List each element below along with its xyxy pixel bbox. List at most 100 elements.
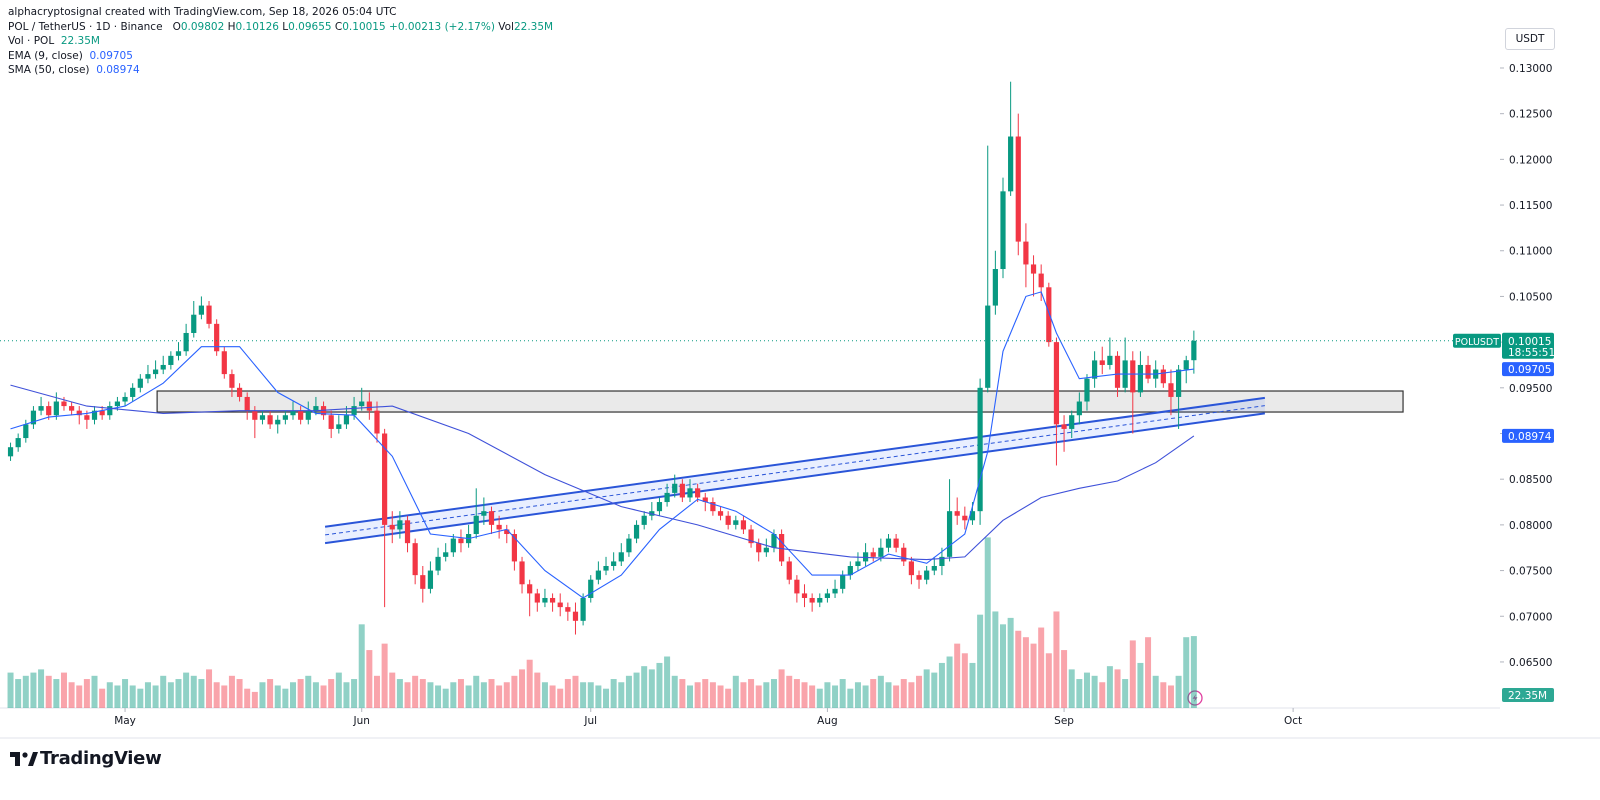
volume-bar bbox=[587, 682, 594, 708]
volume-bar bbox=[839, 679, 846, 708]
volume-bar bbox=[282, 688, 289, 708]
volume-bar bbox=[1152, 675, 1159, 708]
volume-bar bbox=[511, 675, 518, 708]
volume-bar bbox=[923, 669, 930, 708]
currency-button[interactable]: USDT bbox=[1505, 28, 1555, 50]
candle-body bbox=[282, 415, 288, 420]
candle-body bbox=[603, 565, 609, 571]
volume-bar bbox=[618, 682, 625, 708]
symbol-row: POL / TetherUS · 1D · Binance O0.09802 H… bbox=[8, 20, 553, 35]
volume-bar bbox=[557, 688, 564, 708]
candle-body bbox=[939, 556, 945, 566]
indicator-tag-label: 0.08974 bbox=[1508, 431, 1552, 443]
drawings bbox=[156, 390, 1404, 545]
candle-body bbox=[69, 406, 75, 411]
volume-bar bbox=[1175, 675, 1182, 708]
volume-bar bbox=[351, 679, 358, 708]
candle-body bbox=[359, 401, 365, 407]
candle-body bbox=[687, 488, 693, 498]
candle-body bbox=[1000, 191, 1006, 270]
y-tick-label: 0.08000 bbox=[1509, 520, 1552, 532]
candle-body bbox=[1069, 415, 1075, 429]
volume-bar bbox=[778, 669, 785, 708]
volume-bar bbox=[221, 685, 228, 708]
volume-bar bbox=[335, 672, 342, 708]
candle-body bbox=[46, 406, 52, 416]
volume-bar bbox=[1007, 617, 1014, 708]
volume-bar bbox=[122, 679, 129, 708]
indicator-tag bbox=[1502, 428, 1554, 443]
volume-bar bbox=[870, 679, 877, 708]
volume-bar bbox=[1106, 666, 1113, 708]
candle-body bbox=[557, 602, 563, 608]
volume-bar bbox=[938, 662, 945, 708]
volume-bar bbox=[1045, 653, 1052, 708]
volume-bar bbox=[183, 672, 190, 708]
y-tick-label: 0.11500 bbox=[1509, 200, 1552, 212]
volume-bar bbox=[526, 659, 533, 708]
volume-bar bbox=[1022, 637, 1029, 708]
candle-body bbox=[626, 538, 632, 553]
change: +0.00213 (+2.17%) bbox=[389, 20, 495, 33]
candle-body bbox=[336, 424, 342, 429]
volume-bar bbox=[396, 679, 403, 708]
volume-bar bbox=[854, 682, 861, 708]
volume-bar bbox=[244, 688, 251, 708]
volume-bar bbox=[228, 675, 235, 708]
x-tick-label: Jul bbox=[583, 715, 597, 727]
candle-body bbox=[1099, 360, 1105, 365]
volume-bar bbox=[381, 643, 388, 708]
candle-body bbox=[229, 374, 235, 388]
volume-bar bbox=[152, 685, 159, 708]
volume-bar bbox=[106, 682, 113, 708]
volume-bar bbox=[534, 672, 541, 708]
volume-bar bbox=[824, 682, 831, 708]
volume-bar bbox=[900, 679, 907, 708]
volume-bar bbox=[641, 666, 648, 708]
sma-value: 0.08974 bbox=[96, 64, 140, 76]
candle-body bbox=[779, 534, 785, 562]
candle-body bbox=[985, 305, 991, 388]
candle-body bbox=[1092, 360, 1098, 379]
watermark-text: alphacryptosignal created with TradingVi… bbox=[8, 6, 397, 18]
volume-bar bbox=[931, 672, 938, 708]
volume-bar bbox=[1083, 672, 1090, 708]
candle-body bbox=[862, 552, 869, 562]
volume-bar bbox=[717, 685, 724, 708]
volume-bar bbox=[412, 675, 419, 708]
volume-bar bbox=[908, 682, 915, 708]
candle-body bbox=[1191, 340, 1197, 361]
candle-body bbox=[534, 593, 540, 603]
volume-value: 22.35M bbox=[60, 35, 100, 47]
volume-bar bbox=[1183, 637, 1190, 708]
volume-bar bbox=[488, 679, 495, 708]
volume-bar bbox=[969, 662, 976, 708]
candle-body bbox=[137, 378, 143, 388]
open-value: 0.09802 bbox=[180, 20, 225, 33]
volume-bar bbox=[1000, 624, 1007, 708]
volume-bar bbox=[312, 682, 319, 708]
candle-body bbox=[588, 579, 594, 598]
candle-body bbox=[1130, 360, 1136, 393]
candle-body bbox=[931, 565, 937, 571]
volume-bar bbox=[343, 682, 350, 708]
y-tick-label: 0.13000 bbox=[1509, 63, 1552, 75]
close-value: 0.10015 bbox=[342, 20, 386, 33]
volume-bar bbox=[1160, 682, 1167, 708]
volume-bar bbox=[76, 685, 83, 708]
axes: 0.065000.070000.075000.080000.085000.090… bbox=[0, 63, 1555, 727]
indicator-tag bbox=[1502, 362, 1554, 377]
volume-bar bbox=[1076, 679, 1083, 708]
candle-body bbox=[15, 438, 21, 448]
ema-legend: EMA (9, close) 0.09705 bbox=[8, 49, 553, 64]
candle-body bbox=[809, 597, 815, 603]
candle-body bbox=[1023, 241, 1029, 265]
candle-body bbox=[1114, 355, 1121, 388]
candle-body bbox=[305, 410, 311, 420]
volume-bar bbox=[916, 675, 923, 708]
volume-bar bbox=[389, 672, 396, 708]
candle-body bbox=[175, 351, 182, 356]
alert-icon[interactable] bbox=[1187, 690, 1203, 706]
candle-body bbox=[1061, 424, 1067, 429]
volume-bar bbox=[480, 682, 487, 708]
